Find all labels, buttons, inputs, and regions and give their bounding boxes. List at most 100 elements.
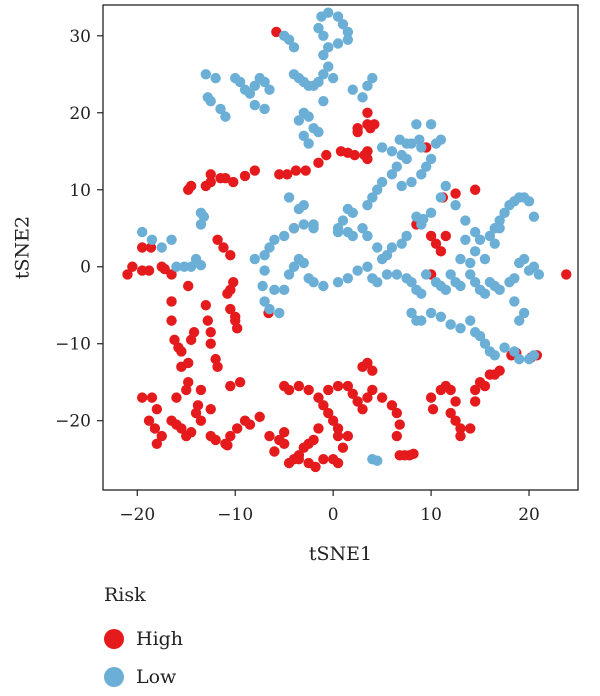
point-high <box>479 380 491 392</box>
point-high <box>300 165 311 176</box>
point-high <box>156 430 167 442</box>
point-high <box>313 423 324 434</box>
point-low <box>416 142 427 153</box>
point-low <box>494 223 505 234</box>
point-high <box>332 457 344 469</box>
point-high <box>318 400 329 411</box>
point-high <box>146 392 158 403</box>
point-high <box>195 384 207 396</box>
point-high <box>469 184 481 195</box>
y-tick-label: 30 <box>69 27 91 47</box>
point-high <box>427 403 439 415</box>
point-high <box>122 269 133 280</box>
point-high <box>445 384 456 396</box>
point-low <box>323 61 334 72</box>
point-low <box>465 315 476 326</box>
point-low <box>523 196 535 207</box>
point-high <box>391 407 403 419</box>
point-high <box>469 384 481 396</box>
point-low <box>244 88 256 99</box>
point-low <box>264 303 275 315</box>
point-high <box>323 384 334 396</box>
point-high <box>352 396 363 407</box>
point-low <box>391 161 403 172</box>
point-high <box>362 153 373 165</box>
point-high <box>321 149 332 161</box>
y-axis-ticks: 30 20 10 0 −10 −20 <box>55 27 103 432</box>
point-high <box>440 230 451 242</box>
point-low <box>406 176 417 188</box>
y-axis-title: tSNE2 <box>12 216 34 279</box>
point-low <box>342 26 354 38</box>
point-high <box>205 169 216 180</box>
point-high <box>231 323 243 334</box>
point-high <box>455 423 466 434</box>
point-low <box>332 226 344 238</box>
point-low <box>455 323 466 334</box>
point-high <box>281 169 293 180</box>
point-low <box>381 269 393 280</box>
point-low <box>533 269 545 280</box>
point-low <box>460 234 471 246</box>
point-high <box>362 357 373 369</box>
point-low <box>337 215 349 226</box>
point-low <box>264 242 275 253</box>
point-low <box>440 284 451 296</box>
point-low <box>288 223 300 234</box>
point-low <box>156 242 167 253</box>
point-low <box>318 69 329 80</box>
point-low <box>469 226 481 238</box>
point-low <box>337 19 349 30</box>
point-low <box>323 42 334 53</box>
point-low <box>332 11 344 22</box>
point-low <box>318 30 329 41</box>
point-high <box>225 249 236 261</box>
point-low <box>469 276 481 288</box>
point-low <box>386 169 398 180</box>
point-low <box>528 350 540 361</box>
point-high <box>450 188 461 199</box>
point-low <box>376 142 388 153</box>
point-high <box>327 415 339 426</box>
point-high <box>408 448 419 460</box>
point-low <box>372 276 383 288</box>
point-low <box>518 253 530 265</box>
point-low <box>450 199 461 211</box>
point-high <box>369 119 380 130</box>
point-low <box>367 72 378 84</box>
point-high <box>222 440 233 451</box>
point-high <box>342 430 354 442</box>
point-high <box>202 315 213 326</box>
point-high <box>171 392 182 403</box>
point-high <box>561 269 572 280</box>
point-low <box>396 180 407 192</box>
point-high <box>269 446 280 457</box>
point-high <box>283 384 295 396</box>
point-high <box>136 242 148 253</box>
point-low <box>185 261 197 272</box>
point-low <box>499 342 510 353</box>
point-high <box>323 407 334 419</box>
point-high <box>185 427 197 438</box>
point-low <box>136 226 148 238</box>
point-low <box>205 96 216 107</box>
point-low <box>342 273 354 284</box>
point-low <box>323 7 334 18</box>
point-high <box>195 415 207 426</box>
point-high <box>143 265 155 276</box>
point-low <box>401 153 412 165</box>
point-high <box>143 415 155 426</box>
point-low <box>484 230 496 242</box>
point-low <box>298 219 309 230</box>
point-high <box>176 346 187 357</box>
point-low <box>357 92 368 103</box>
point-low <box>308 276 319 288</box>
y-tick-label: −10 <box>55 335 91 355</box>
point-high <box>200 300 212 311</box>
point-low <box>425 119 437 130</box>
point-low <box>278 284 290 296</box>
x-axis-ticks: −20 −10 0 10 20 <box>119 490 540 525</box>
point-low <box>406 307 417 319</box>
point-high <box>166 296 177 307</box>
point-low <box>362 230 373 242</box>
